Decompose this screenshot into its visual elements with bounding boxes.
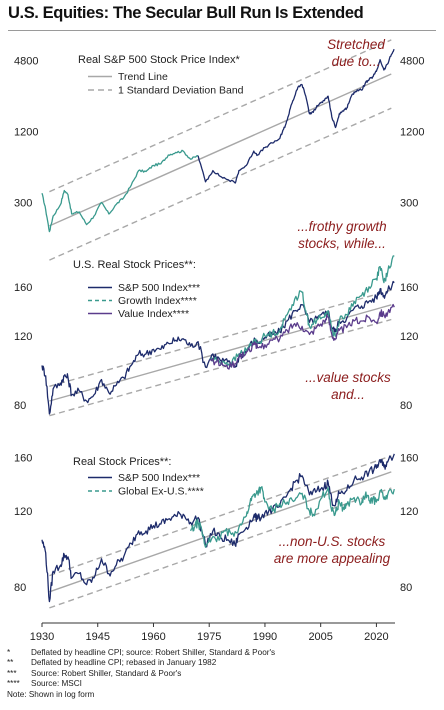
legend-label: 1 Standard Deviation Band bbox=[118, 85, 244, 97]
y-tick-label-left: 4800 bbox=[14, 56, 38, 68]
footnote: Note: Shown in log form bbox=[7, 690, 94, 701]
panel-title: Real Stock Prices**: bbox=[73, 456, 171, 468]
footnote-mark: * bbox=[7, 648, 11, 657]
legend-label: Global Ex-U.S.**** bbox=[118, 486, 204, 498]
y-tick-label-left: 160 bbox=[14, 282, 32, 294]
footnote: *** Source: Robert Shiller, Standard & Po… bbox=[7, 669, 181, 680]
series-line-teal bbox=[41, 149, 199, 233]
x-tick-label: 1975 bbox=[197, 631, 221, 643]
series-line-growth-index bbox=[208, 255, 395, 368]
footnote-mark: *** bbox=[7, 668, 17, 678]
x-tick-label: 1990 bbox=[253, 631, 277, 643]
chart-panel-2: 80 80 120 120 160 160 U.S. Real Stock Prices**… bbox=[14, 255, 418, 417]
panel-title: Real S&P 500 Stock Price Index* bbox=[78, 54, 241, 66]
y-tick-label-left: 160 bbox=[14, 452, 32, 464]
annotation-line: stocks, while... bbox=[298, 236, 386, 251]
x-tick-label: 1930 bbox=[30, 631, 54, 643]
footnote-text: Deflated by headline CPI; rebased in Jan… bbox=[31, 658, 217, 668]
annotation-text: Stretched due to... bbox=[327, 37, 385, 69]
annotation-text: ...frothy growth stocks, while... bbox=[297, 219, 386, 251]
legend-label: Value Index**** bbox=[118, 308, 189, 320]
chart-figure: 300 300 1200 1200 4800 4800 Real S&P 500 Stock… bbox=[14, 37, 424, 643]
y-tick-label-left: 1200 bbox=[14, 127, 38, 139]
y-tick-label-right: 80 bbox=[400, 400, 412, 412]
y-tick-label-right: 120 bbox=[400, 506, 418, 518]
y-tick-label-right: 160 bbox=[400, 452, 418, 464]
annotation-line: ...value stocks bbox=[305, 370, 391, 385]
y-tick-label-right: 300 bbox=[400, 198, 418, 210]
chart-panel-3: 80 80 120 120 160 160 Real Stock Prices**: S&P … bbox=[14, 452, 418, 609]
footnote-text: Note: Shown in log form bbox=[7, 689, 95, 699]
std-band-upper bbox=[49, 455, 392, 577]
legend-label: S&P 500 Index*** bbox=[118, 472, 200, 484]
x-tick-label: 1945 bbox=[85, 631, 109, 643]
legend-label: Trend Line bbox=[118, 71, 168, 83]
annotation-line: Stretched bbox=[327, 37, 385, 52]
chart-panel-1: 300 300 1200 1200 4800 4800 Real S&P 500 Stock… bbox=[14, 39, 424, 261]
annotation-text: ...value stocks and... bbox=[305, 370, 391, 402]
footnote-text: Source: Robert Shiller, Standard & Poor'… bbox=[31, 668, 182, 678]
trend-line bbox=[49, 471, 392, 593]
footnote-mark: ** bbox=[7, 658, 14, 668]
series-line-value-index bbox=[208, 303, 395, 370]
annotation-line: due to... bbox=[332, 54, 381, 69]
x-tick-label: 2005 bbox=[308, 631, 332, 643]
title-rule bbox=[8, 30, 436, 31]
series-line-s-p-500-index bbox=[41, 453, 395, 603]
trend-line bbox=[49, 73, 392, 227]
footnote-mark: **** bbox=[7, 679, 20, 689]
std-band-upper bbox=[49, 289, 392, 387]
annotation-line: ...non-U.S. stocks bbox=[279, 534, 386, 549]
y-tick-label-left: 120 bbox=[14, 506, 32, 518]
annotation-line: ...frothy growth bbox=[297, 219, 386, 234]
x-tick-label: 1960 bbox=[141, 631, 165, 643]
std-band-upper bbox=[49, 39, 392, 193]
series-line-global-ex-u-s bbox=[189, 486, 395, 548]
y-tick-label-left: 80 bbox=[14, 400, 26, 412]
page-title: U.S. Equities: The Secular Bull Run Is E… bbox=[8, 4, 364, 22]
std-band-lower bbox=[49, 107, 392, 261]
std-band-lower bbox=[49, 487, 392, 609]
y-tick-label-right: 120 bbox=[400, 331, 418, 343]
footnote: **** Source: MSCI bbox=[7, 679, 82, 690]
annotation-line: are more appealing bbox=[274, 551, 391, 566]
y-tick-label-right: 4800 bbox=[400, 56, 424, 68]
x-tick-label: 2020 bbox=[364, 631, 388, 643]
y-tick-label-left: 120 bbox=[14, 331, 32, 343]
series-line-navy bbox=[197, 48, 395, 184]
annotation-text: ...non-U.S. stocks are more appealing bbox=[274, 534, 391, 566]
y-tick-label-right: 1200 bbox=[400, 127, 424, 139]
footnote: * Deflated by headline CPI; source: Rober… bbox=[7, 648, 275, 659]
trend-line bbox=[49, 304, 392, 402]
y-tick-label-left: 300 bbox=[14, 198, 32, 210]
y-tick-label-left: 80 bbox=[14, 582, 26, 594]
footnote-text: Source: MSCI bbox=[31, 679, 82, 689]
panel-title: U.S. Real Stock Prices**: bbox=[73, 259, 196, 271]
y-tick-label-right: 80 bbox=[400, 582, 412, 594]
footnote: ** Deflated by headline CPI; rebased in J… bbox=[7, 658, 216, 669]
legend-label: Growth Index**** bbox=[118, 295, 197, 307]
footnote-text: Deflated by headline CPI; source: Robert… bbox=[31, 648, 276, 657]
legend-label: S&P 500 Index*** bbox=[118, 282, 200, 294]
y-tick-label-right: 160 bbox=[400, 282, 418, 294]
annotation-line: and... bbox=[331, 387, 365, 402]
